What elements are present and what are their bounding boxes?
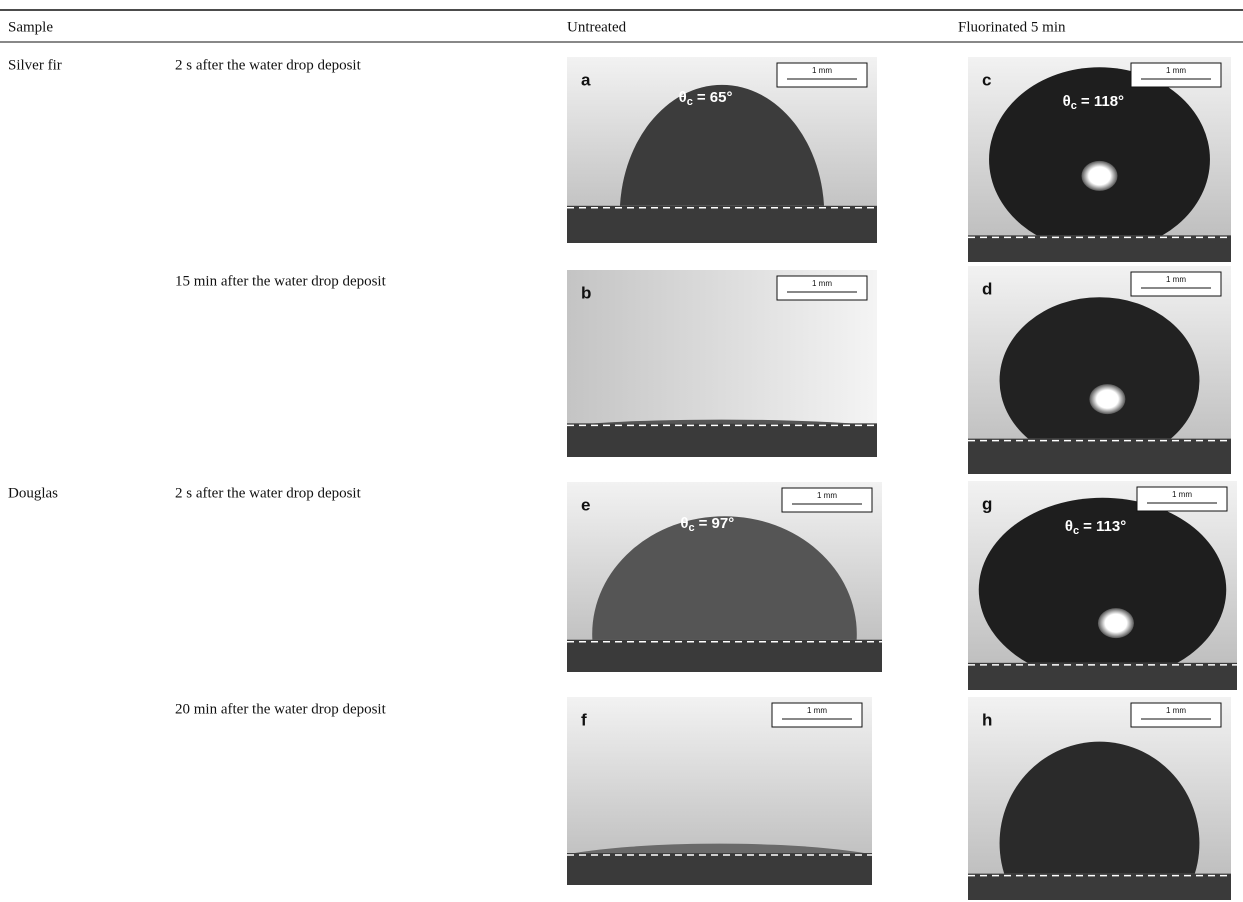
condition-cell: 15 min after the water drop deposit: [175, 273, 387, 289]
panel-letter: a: [581, 70, 591, 89]
contact-angle: θc = 113°: [1065, 518, 1126, 537]
substrate: [968, 438, 1231, 474]
photo-panel: d 1 mm: [968, 266, 1231, 474]
scale-label: 1 mm: [812, 66, 832, 75]
angle-value: = 113°: [1083, 518, 1126, 535]
panel-letter: d: [982, 279, 992, 298]
scale-label: 1 mm: [807, 706, 827, 715]
contact-angle: θc = 97°: [680, 515, 734, 534]
scale-box: [1136, 486, 1228, 512]
scale-label: 1 mm: [1166, 706, 1186, 715]
substrate: [567, 639, 882, 672]
angle-symbol: θ: [1063, 93, 1071, 110]
angle-subscript: c: [687, 96, 693, 108]
water-drop: [989, 67, 1210, 236]
header-cell: Sample: [8, 19, 53, 35]
water-drop: [978, 497, 1227, 663]
scale-box: [1130, 62, 1222, 88]
substrate: [968, 662, 1237, 690]
water-drop: [594, 419, 850, 424]
contact-angle: θc = 118°: [1063, 93, 1124, 112]
angle-value: = 97°: [699, 515, 735, 532]
photo-panel: a 1 mm θc = 65°: [567, 57, 877, 243]
condition-cell: 20 min after the water drop deposit: [175, 701, 387, 717]
header-cell: Untreated: [567, 19, 627, 35]
angle-symbol: θ: [679, 89, 687, 106]
photo-panel: f 1 mm: [567, 697, 872, 885]
condition-cell: 2 s after the water drop deposit: [175, 57, 362, 73]
sample-cell: Douglas: [8, 485, 58, 501]
scale-label: 1 mm: [817, 491, 837, 500]
condition-cell: 2 s after the water drop deposit: [175, 485, 362, 501]
angle-symbol: θ: [1065, 518, 1073, 535]
substrate: [968, 873, 1231, 900]
scale-label: 1 mm: [1172, 490, 1192, 499]
reflection: [1097, 608, 1134, 639]
scale-box: [776, 275, 868, 301]
scale-label: 1 mm: [812, 279, 832, 288]
panel-letter: f: [581, 710, 587, 729]
angle-subscript: c: [1073, 525, 1079, 537]
photo-panel: e 1 mm θc = 97°: [567, 482, 882, 672]
panel-letter: h: [982, 710, 992, 729]
panel-letter: e: [581, 495, 590, 514]
substrate: [567, 853, 872, 885]
angle-symbol: θ: [680, 515, 688, 532]
scale-box: [781, 487, 873, 513]
substrate: [567, 423, 877, 457]
water-drop: [999, 741, 1200, 874]
water-drop: [592, 516, 857, 640]
scale-label: 1 mm: [1166, 275, 1186, 284]
water-drop: [574, 843, 865, 854]
panel-letter: g: [982, 494, 992, 513]
angle-value: = 65°: [697, 89, 733, 106]
scale-label: 1 mm: [1166, 66, 1186, 75]
reflection: [1081, 160, 1118, 191]
contact-angle: θc = 65°: [679, 89, 733, 108]
scale-box: [776, 62, 868, 88]
angle-value: = 118°: [1081, 93, 1124, 110]
reflection: [1089, 384, 1126, 415]
angle-subscript: c: [689, 522, 695, 534]
water-drop: [999, 297, 1200, 439]
header-cell: Fluorinated 5 min: [958, 19, 1066, 35]
photo-panel: g 1 mm θc = 113°: [968, 481, 1237, 690]
scale-box: [771, 702, 863, 728]
photo-panel: b 1 mm: [567, 270, 877, 457]
photo-panel: h 1 mm: [968, 697, 1231, 900]
water-drop: [619, 84, 825, 206]
substrate: [968, 235, 1231, 262]
panel-letter: b: [581, 283, 591, 302]
panel-letter: c: [982, 70, 991, 89]
substrate: [567, 205, 877, 243]
sample-cell: Silver fir: [8, 57, 62, 73]
scale-box: [1130, 271, 1222, 297]
angle-subscript: c: [1071, 100, 1077, 112]
scale-box: [1130, 702, 1222, 728]
